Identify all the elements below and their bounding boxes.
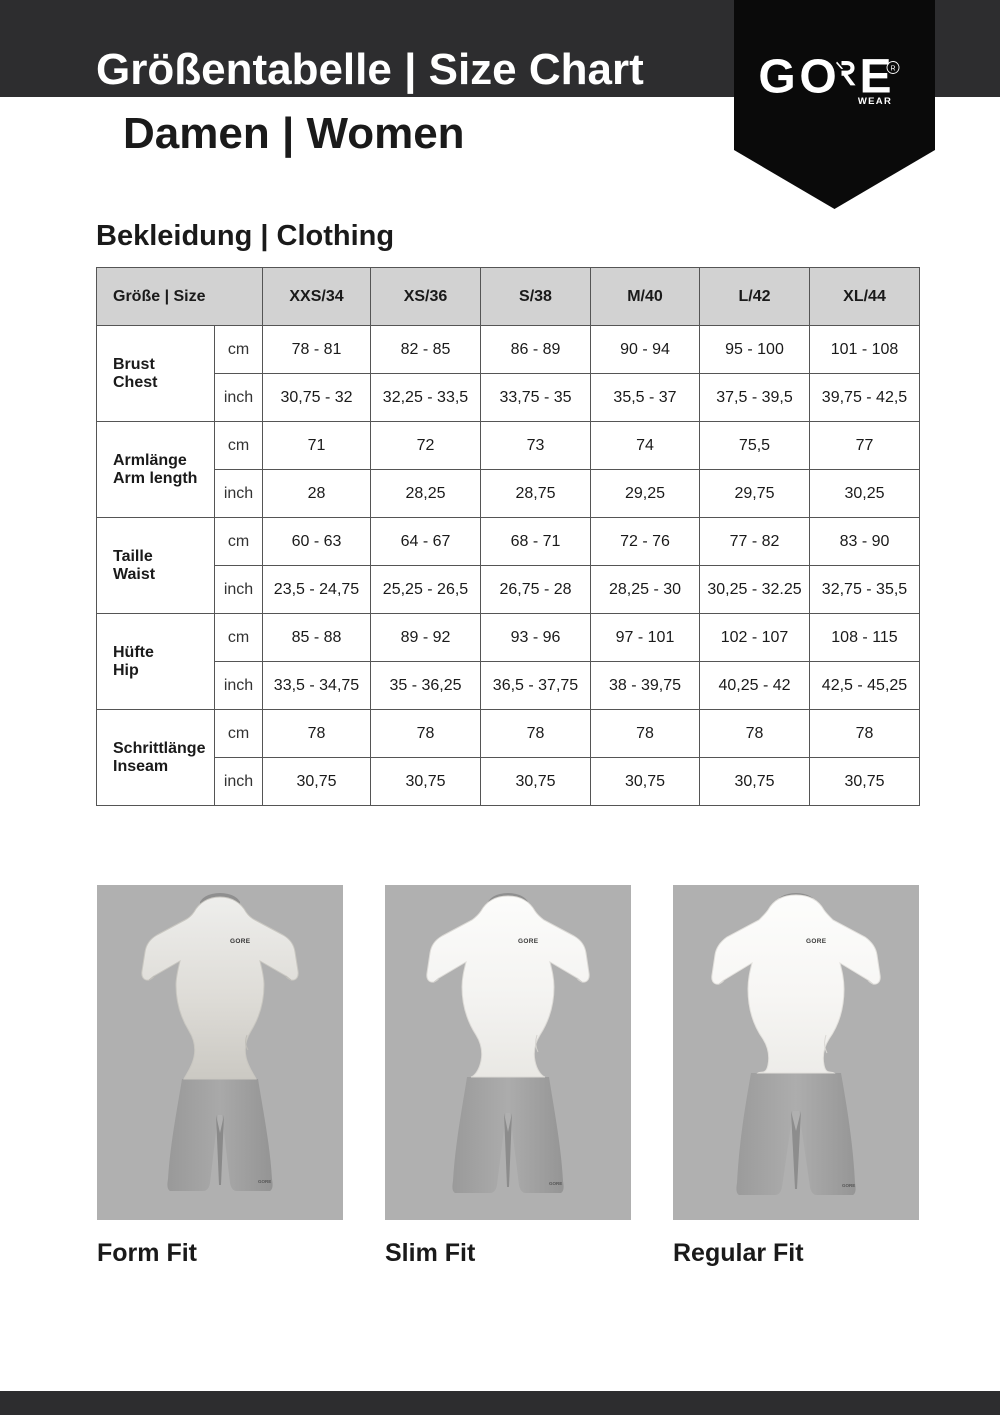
svg-text:WEAR: WEAR: [858, 96, 892, 105]
svg-text:GORE: GORE: [258, 1179, 271, 1184]
svg-text:O: O: [799, 55, 835, 104]
svg-text:R: R: [890, 65, 895, 72]
svg-text:GORE: GORE: [518, 938, 539, 945]
svg-text:GORE: GORE: [549, 1181, 562, 1186]
svg-text:GORE: GORE: [230, 938, 251, 945]
svg-text:GORE: GORE: [806, 938, 827, 945]
svg-text:GORE: GORE: [842, 1183, 855, 1188]
svg-text:G: G: [760, 55, 795, 104]
